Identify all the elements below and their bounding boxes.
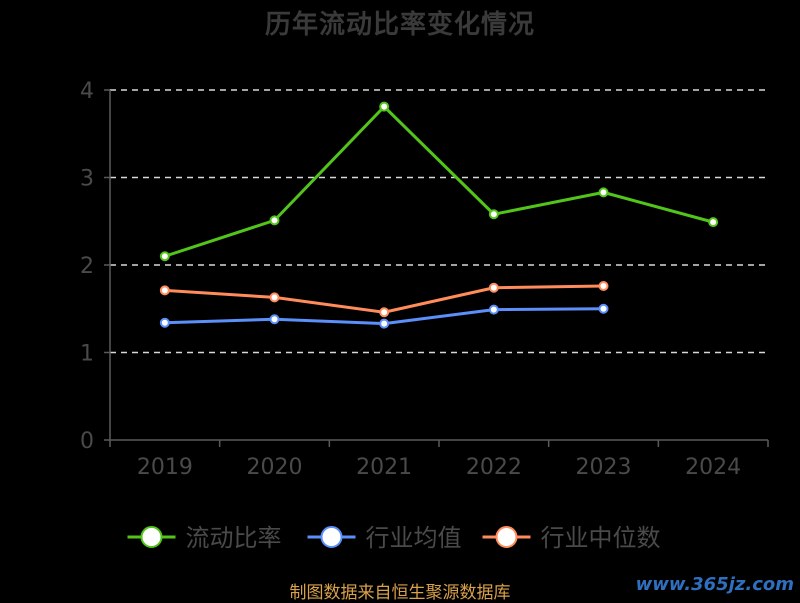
legend-marker (495, 526, 518, 548)
legend-marker (140, 526, 163, 548)
chart-title: 历年流动比率变化情况 (264, 10, 535, 40)
data-point (488, 304, 499, 315)
data-point (269, 215, 280, 226)
x-tick-label: 2020 (247, 455, 303, 480)
legend-label: 流动比率 (186, 524, 282, 552)
data-point (159, 251, 170, 262)
x-tick-label: 2019 (137, 455, 193, 480)
gridlines (110, 89, 768, 354)
series-lines (159, 101, 719, 329)
data-point (598, 187, 609, 198)
y-tick-label: 0 (80, 429, 94, 454)
data-point (598, 281, 609, 291)
data-point (488, 209, 499, 220)
x-tick-label: 2024 (685, 455, 741, 480)
data-point (708, 217, 719, 228)
y-tick-label: 3 (80, 167, 94, 192)
data-point (269, 292, 280, 303)
y-tick-label: 4 (80, 79, 94, 104)
series-line-0 (164, 105, 714, 258)
data-point (488, 282, 499, 293)
data-point (379, 318, 390, 329)
y-tick-label: 2 (80, 254, 94, 279)
legend-item-2: 行业中位数 (482, 524, 661, 552)
legend-item-1: 行业均值 (307, 524, 462, 552)
axes: 0 1 2 3 4 2019 2020 2021 2022 2023 2024 (80, 79, 769, 480)
legend-label: 行业中位数 (541, 524, 661, 552)
y-tick-label: 1 (80, 342, 94, 367)
x-tick-label: 2021 (356, 455, 412, 480)
x-tick-label: 2022 (466, 455, 522, 480)
watermark: www.365jz.com (635, 574, 794, 595)
legend-label: 行业均值 (366, 524, 462, 552)
data-point (269, 314, 280, 325)
data-point (379, 307, 390, 318)
legend: 流动比率 行业均值 行业中位数 (127, 524, 661, 552)
data-point (159, 317, 170, 328)
data-point (379, 101, 390, 112)
x-tick-label: 2023 (576, 455, 632, 480)
data-point (159, 285, 170, 296)
source-note: 制图数据来自恒生聚源数据库 (289, 583, 511, 603)
legend-item-0: 流动比率 (127, 524, 282, 552)
legend-marker (320, 526, 343, 548)
data-point (598, 303, 609, 314)
